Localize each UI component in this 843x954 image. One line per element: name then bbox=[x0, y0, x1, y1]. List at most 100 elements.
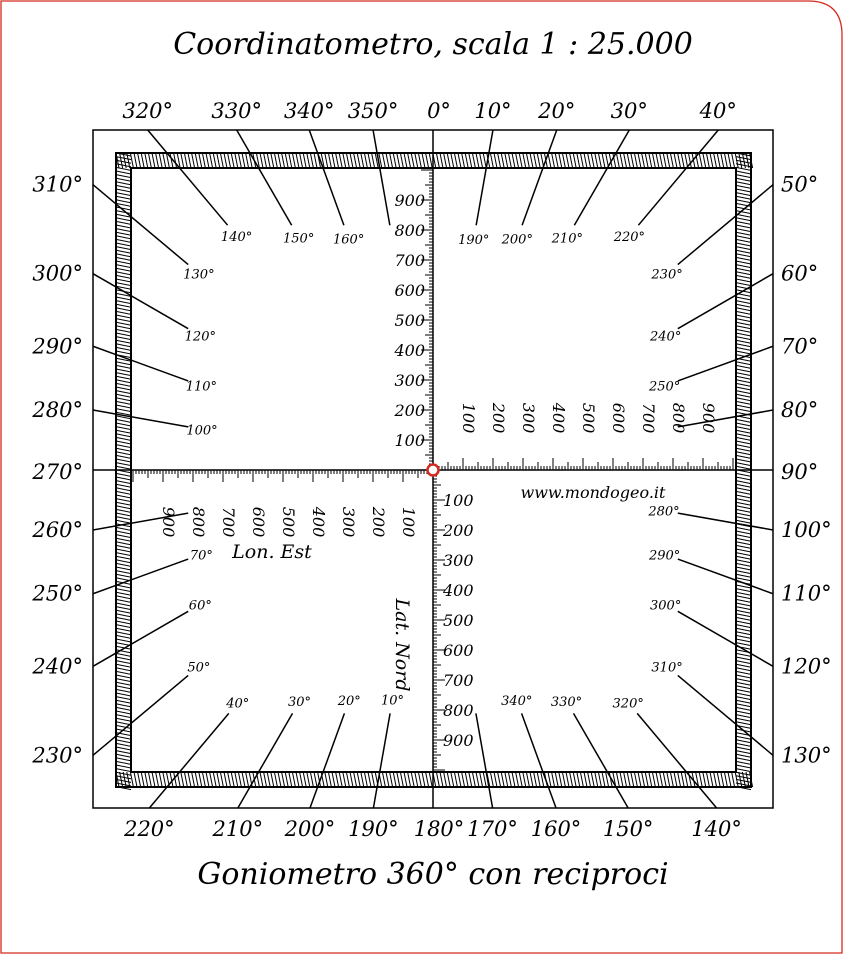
inner-degree-label: 330° bbox=[551, 695, 582, 710]
outer-degree-label: 240° bbox=[31, 654, 83, 678]
outer-degree-label: 140° bbox=[691, 817, 742, 841]
bearing-line bbox=[92, 558, 189, 595]
inner-degree-label: 320° bbox=[613, 697, 644, 712]
scale-number-right: 400 bbox=[549, 402, 568, 434]
scale-number-left: 300 bbox=[339, 507, 358, 538]
outer-degree-label: 330° bbox=[211, 99, 262, 123]
scale-number-left: 400 bbox=[309, 506, 328, 538]
bearing-line bbox=[636, 712, 718, 809]
inner-degree-label: 290° bbox=[648, 548, 680, 563]
scale-number-right: 900 bbox=[699, 403, 718, 434]
bearing-line bbox=[677, 345, 774, 382]
inner-degree-label: 280° bbox=[647, 505, 679, 520]
bearing-line bbox=[677, 409, 774, 428]
bearing-line bbox=[573, 129, 630, 226]
outer-degree-label: 20° bbox=[537, 99, 575, 123]
inner-degree-label: 340° bbox=[501, 694, 532, 709]
origin-marker bbox=[426, 463, 440, 477]
bearing-line bbox=[677, 184, 774, 266]
outer-degree-label: 30° bbox=[611, 99, 648, 123]
outer-degree-label: 180° bbox=[414, 817, 465, 841]
inner-degree-label: 40° bbox=[225, 697, 249, 712]
outer-degree-label: 110° bbox=[781, 582, 832, 606]
scale-number-upper: 700 bbox=[394, 251, 425, 270]
outer-degree-label: 50° bbox=[781, 173, 818, 197]
outer-degree-label: 0° bbox=[427, 99, 451, 123]
scale-number-lower: 300 bbox=[443, 551, 474, 570]
scale-number-upper: 300 bbox=[394, 371, 425, 390]
inner-degree-labels: 100° 110° 120° 130° 140° 150° 160° 190° 200° 210°… bbox=[183, 230, 682, 712]
outer-degree-label: 250° bbox=[31, 582, 83, 606]
bearing-line bbox=[677, 674, 774, 756]
scale-number-upper: 400 bbox=[393, 341, 425, 360]
outer-degree-label: 210° bbox=[212, 817, 264, 841]
scale-number-right: 800 bbox=[669, 403, 688, 434]
scale-number-lower: 400 bbox=[442, 581, 474, 600]
inner-degree-label: 300° bbox=[650, 598, 681, 613]
inner-degree-label: 30° bbox=[288, 695, 311, 710]
outer-degree-label: 40° bbox=[699, 99, 737, 123]
outer-degree-label: 340° bbox=[284, 99, 335, 123]
scale-number-lower: 600 bbox=[443, 641, 474, 660]
outer-degree-label: 160° bbox=[531, 817, 582, 841]
outer-degree-label: 260° bbox=[31, 518, 83, 542]
inner-degree-label: 110° bbox=[186, 380, 217, 395]
scale-number-right: 700 bbox=[639, 403, 658, 434]
scale-number-upper: 600 bbox=[394, 281, 425, 300]
inner-degree-label: 240° bbox=[649, 330, 681, 345]
outer-degree-label: 70° bbox=[781, 334, 818, 358]
outer-degree-label: 270° bbox=[31, 460, 83, 484]
scale-number-right: 600 bbox=[609, 403, 628, 434]
bearing-line bbox=[677, 512, 774, 531]
bearing-line bbox=[237, 712, 294, 809]
bearing-line bbox=[677, 610, 774, 667]
scale-number-lower: 800 bbox=[443, 701, 474, 720]
bearing-line bbox=[677, 273, 774, 330]
inner-degree-label: 10° bbox=[381, 694, 404, 709]
outer-degree-label: 220° bbox=[123, 817, 175, 841]
outer-degree-labels: 0° 10° 20° 30° 40° 50° 60° 70° 80° 90° 100° 110° 120… bbox=[31, 99, 831, 841]
inner-degree-label: 250° bbox=[648, 380, 680, 395]
outer-degree-label: 200° bbox=[284, 817, 336, 841]
bearing-line bbox=[92, 674, 189, 756]
scale-number-lower: 500 bbox=[443, 611, 474, 630]
bearing-line bbox=[372, 713, 391, 809]
inner-degree-label: 120° bbox=[185, 330, 216, 345]
bearing-line bbox=[147, 129, 229, 226]
outer-degree-label: 300° bbox=[32, 262, 83, 286]
title: Coordinatometro, scala 1 : 25.000 bbox=[173, 27, 693, 62]
inner-degree-label: 50° bbox=[187, 660, 210, 675]
bearing-line bbox=[572, 712, 629, 809]
bearing-line bbox=[148, 712, 230, 809]
inner-degree-label: 140° bbox=[221, 230, 252, 245]
inner-degree-label: 210° bbox=[551, 231, 583, 246]
inner-degree-label: 310° bbox=[651, 660, 682, 675]
inner-degree-label: 200° bbox=[501, 232, 533, 247]
scale-number-upper: 500 bbox=[394, 311, 425, 330]
scale-number-left: 100 bbox=[399, 507, 418, 538]
scale-number-left: 800 bbox=[189, 507, 208, 538]
outer-degree-label: 350° bbox=[348, 99, 399, 123]
scale-number-left: 900 bbox=[159, 507, 178, 538]
outer-degree-label: 280° bbox=[31, 398, 83, 422]
bearing-line bbox=[521, 129, 558, 226]
inner-degree-label: 150° bbox=[283, 231, 314, 246]
scale-number-right: 500 bbox=[579, 403, 598, 434]
bearing-lines bbox=[92, 129, 774, 809]
footer: Goniometro 360° con reciproci bbox=[197, 857, 668, 892]
bearing-line bbox=[372, 129, 391, 226]
scale-number-right: 100 bbox=[459, 403, 478, 434]
outer-degree-label: 310° bbox=[32, 173, 83, 197]
bearing-line bbox=[475, 129, 494, 226]
bearing-line bbox=[92, 345, 189, 382]
bearing-line bbox=[520, 713, 557, 809]
inner-degree-label: 220° bbox=[613, 230, 645, 245]
bearing-line bbox=[236, 129, 293, 226]
bearing-line bbox=[92, 273, 189, 330]
website-label: www.mondogeo.it bbox=[521, 483, 667, 502]
inner-degree-label: 70° bbox=[190, 548, 213, 563]
outer-degree-label: 130° bbox=[781, 743, 832, 767]
lon-est-label: Lon. Est bbox=[231, 541, 312, 563]
scale-number-upper: 100 bbox=[394, 431, 425, 450]
